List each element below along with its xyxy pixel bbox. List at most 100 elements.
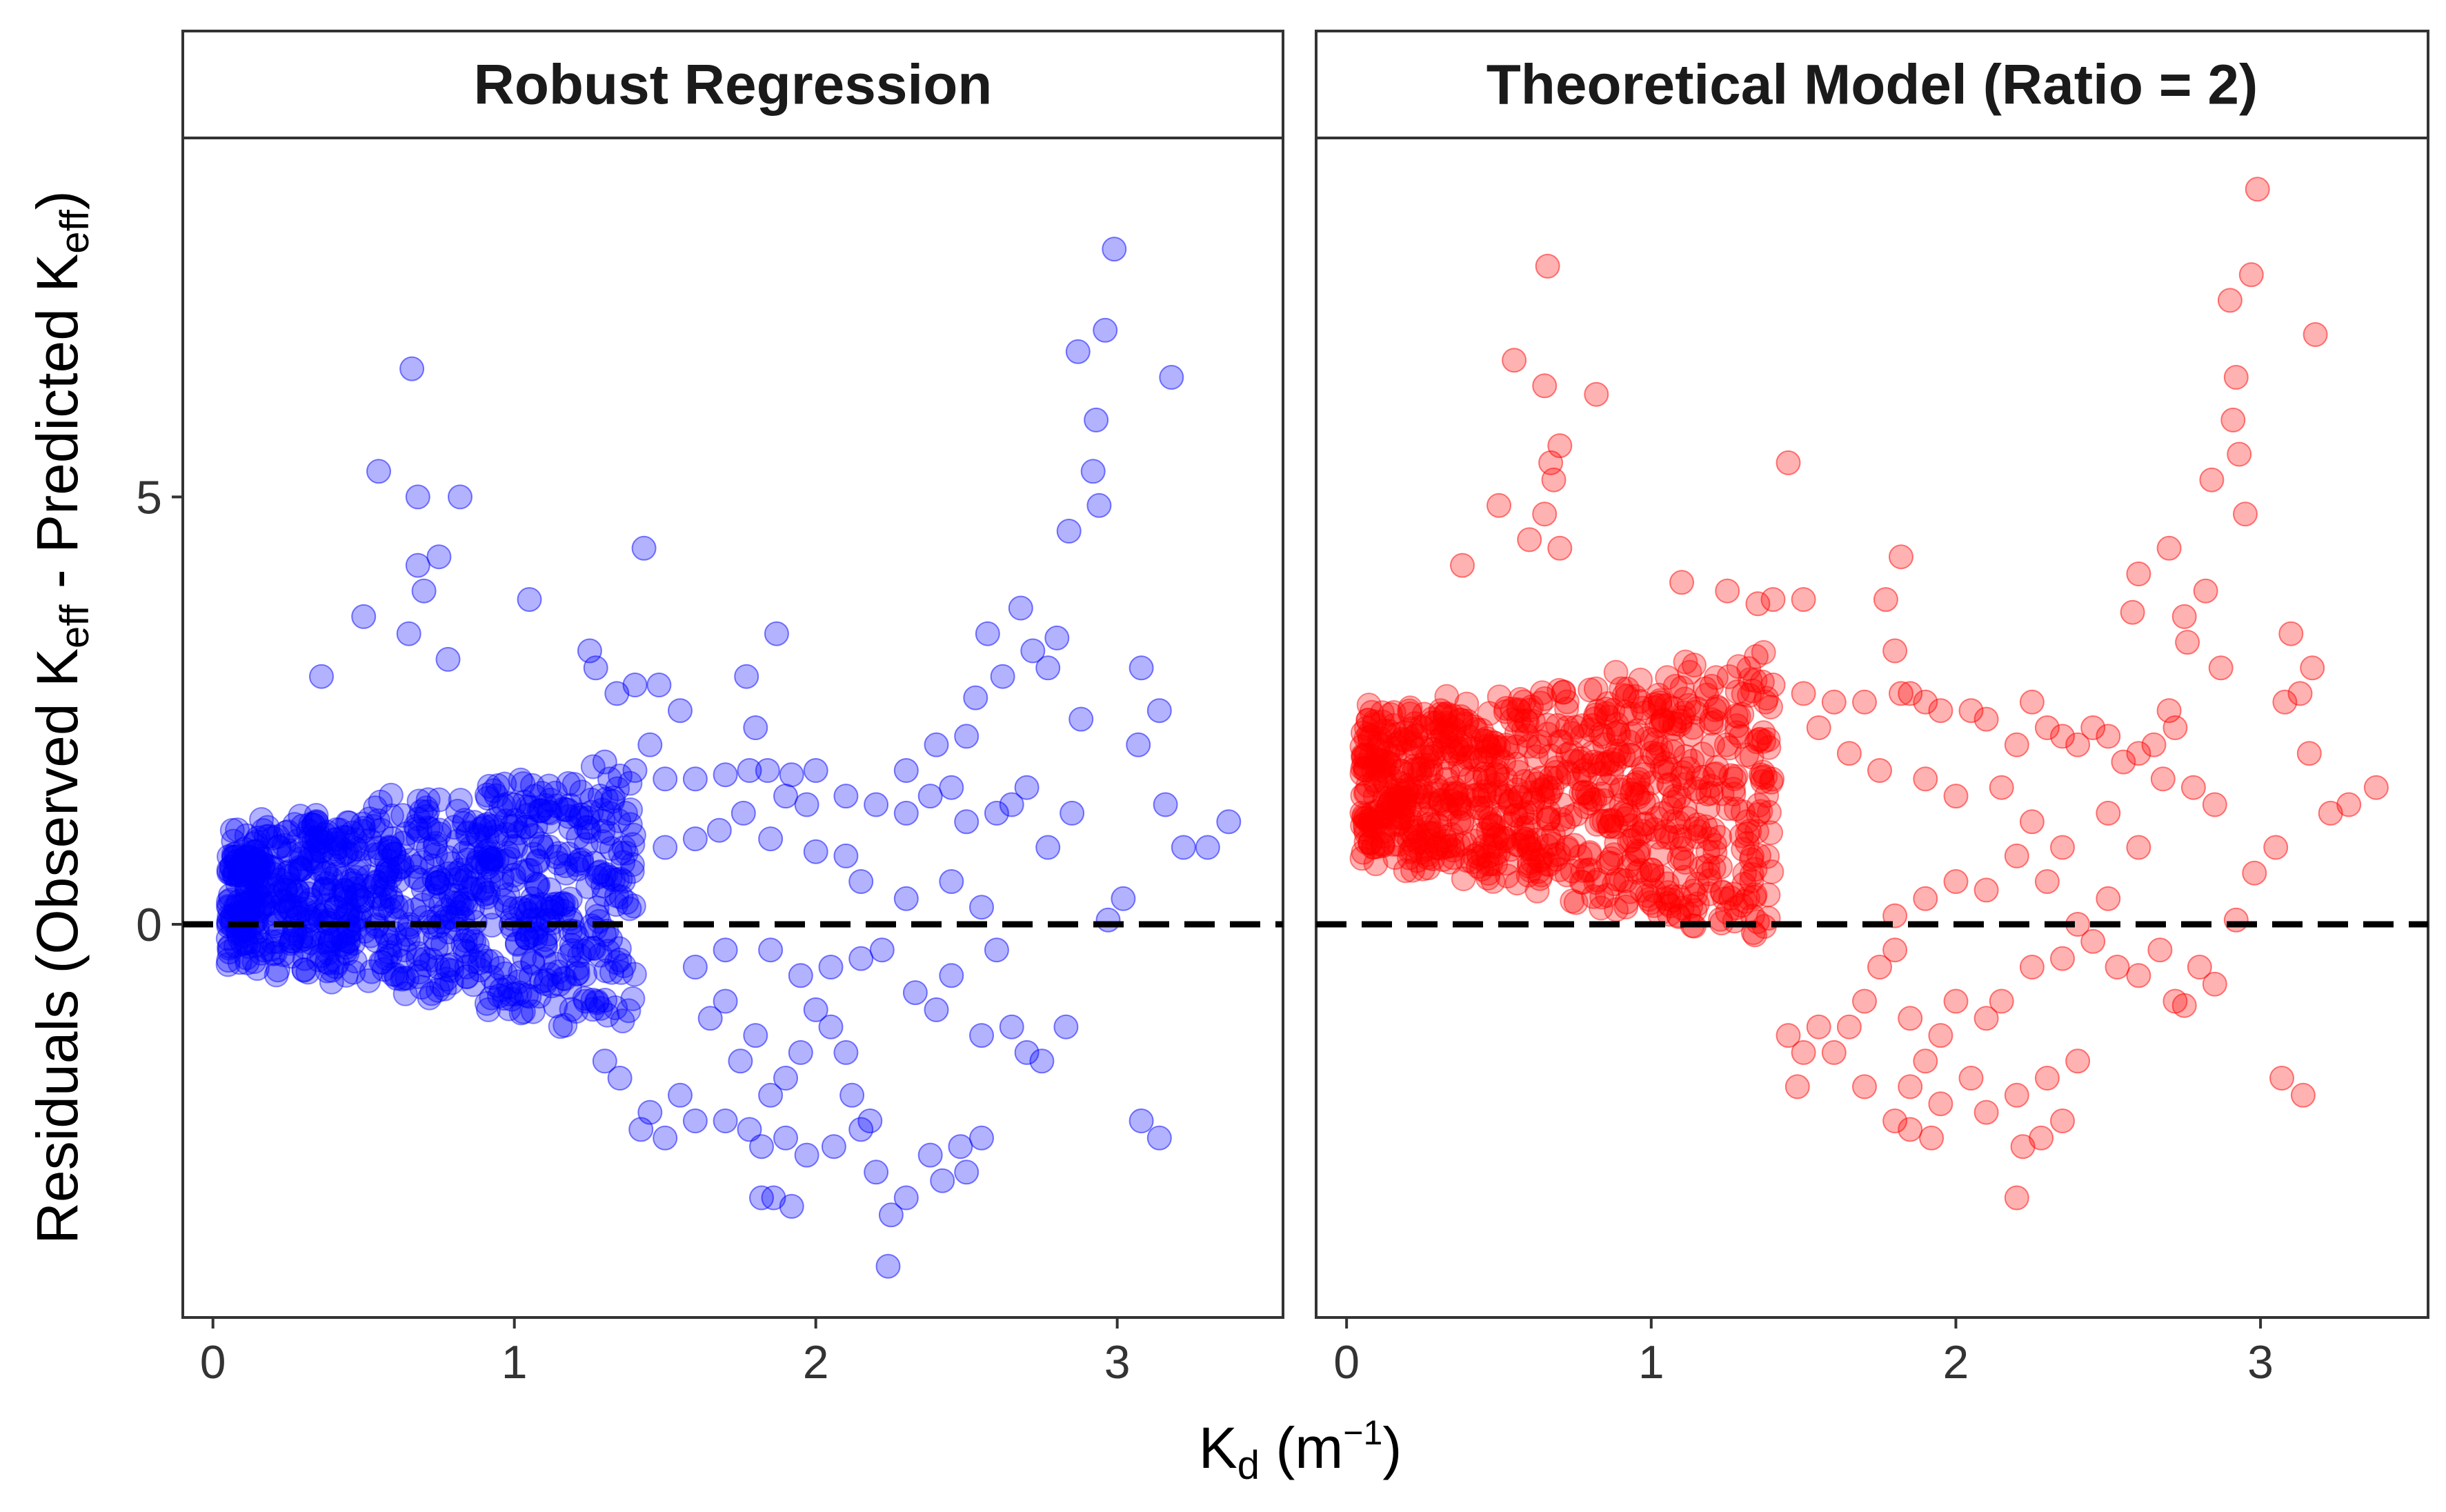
data-point xyxy=(1508,686,1533,712)
data-point xyxy=(2223,907,2249,933)
data-point xyxy=(620,986,646,1011)
data-point xyxy=(1385,812,1411,837)
data-point xyxy=(383,962,408,987)
data-point xyxy=(1420,706,1444,732)
data-point xyxy=(1404,848,1430,873)
data-point xyxy=(1520,842,1546,867)
data-point xyxy=(1433,828,1458,854)
data-point xyxy=(408,867,433,893)
data-point xyxy=(501,867,526,893)
data-point xyxy=(1494,850,1520,876)
data-point xyxy=(480,859,506,884)
data-point xyxy=(1599,846,1624,871)
data-point xyxy=(1680,748,1705,774)
data-point xyxy=(755,758,780,783)
data-point xyxy=(474,991,499,1016)
data-point xyxy=(243,848,269,873)
data-point xyxy=(590,873,616,899)
data-point xyxy=(466,846,491,871)
data-point xyxy=(1683,882,1708,908)
data-point xyxy=(1588,722,1613,747)
data-point xyxy=(1580,740,1605,766)
data-point xyxy=(219,855,244,880)
data-point xyxy=(539,892,565,917)
data-point xyxy=(1821,689,1847,715)
data-point xyxy=(429,868,455,893)
data-point xyxy=(773,1125,798,1151)
data-point xyxy=(1667,846,1692,871)
data-point xyxy=(1669,846,1695,871)
data-point xyxy=(1423,773,1449,799)
data-point xyxy=(494,822,519,847)
data-point xyxy=(1742,884,1767,910)
data-point xyxy=(1513,815,1539,840)
data-point xyxy=(1355,773,1381,798)
data-point xyxy=(2141,732,2167,757)
data-point xyxy=(743,1023,768,1048)
data-point xyxy=(224,848,250,874)
data-point xyxy=(377,943,403,968)
data-point xyxy=(1547,535,1573,561)
data-point xyxy=(381,842,407,867)
data-point xyxy=(1393,719,1419,745)
panel-plot-area-1 xyxy=(183,237,1283,1279)
data-point xyxy=(1653,819,1678,844)
data-point xyxy=(1527,847,1552,873)
data-point xyxy=(300,873,326,898)
data-point xyxy=(455,821,480,846)
data-point xyxy=(1791,1040,1816,1065)
data-point xyxy=(2336,792,2362,817)
data-point xyxy=(1159,365,1184,390)
data-point xyxy=(1589,782,1614,806)
data-point xyxy=(1742,882,1768,908)
data-point xyxy=(1649,736,1674,762)
data-point xyxy=(331,824,357,850)
data-point xyxy=(1669,675,1695,701)
data-point xyxy=(1943,784,1969,809)
data-point xyxy=(1093,317,1118,343)
data-point xyxy=(506,820,531,846)
data-point xyxy=(332,880,357,905)
data-point xyxy=(556,841,581,866)
data-point xyxy=(232,930,258,955)
data-point xyxy=(345,859,370,884)
data-point xyxy=(573,815,599,840)
data-point xyxy=(371,957,397,982)
data-point xyxy=(270,889,296,915)
data-point xyxy=(1403,724,1429,749)
data-point xyxy=(1507,708,1531,733)
data-point xyxy=(295,959,321,985)
data-point xyxy=(1631,790,1656,815)
data-point xyxy=(1670,705,1696,730)
x-tick-label: 0 xyxy=(200,1336,226,1389)
data-point xyxy=(579,799,604,825)
data-point xyxy=(1742,857,1768,882)
data-point xyxy=(379,885,404,910)
data-point xyxy=(337,810,361,836)
data-point xyxy=(411,578,437,604)
data-point xyxy=(230,891,255,917)
data-point xyxy=(1482,822,1507,847)
data-point xyxy=(1511,768,1537,794)
data-point xyxy=(1365,834,1391,859)
data-point xyxy=(1451,866,1476,891)
data-point xyxy=(546,841,571,866)
data-point xyxy=(306,947,331,973)
data-point xyxy=(622,673,648,697)
data-point xyxy=(221,845,246,871)
data-point xyxy=(479,985,504,1011)
data-point xyxy=(1365,757,1391,783)
data-point xyxy=(259,937,284,962)
data-point xyxy=(1640,740,1664,766)
data-point xyxy=(1402,758,1427,784)
data-point xyxy=(1378,812,1403,837)
data-point xyxy=(1759,859,1784,884)
data-point xyxy=(597,865,623,891)
data-point xyxy=(1567,749,1592,774)
data-point xyxy=(1502,348,1527,373)
data-point xyxy=(1691,765,1716,790)
data-point xyxy=(1535,722,1560,747)
data-point xyxy=(1391,795,1417,821)
data-point xyxy=(321,827,347,853)
data-point xyxy=(215,926,241,951)
